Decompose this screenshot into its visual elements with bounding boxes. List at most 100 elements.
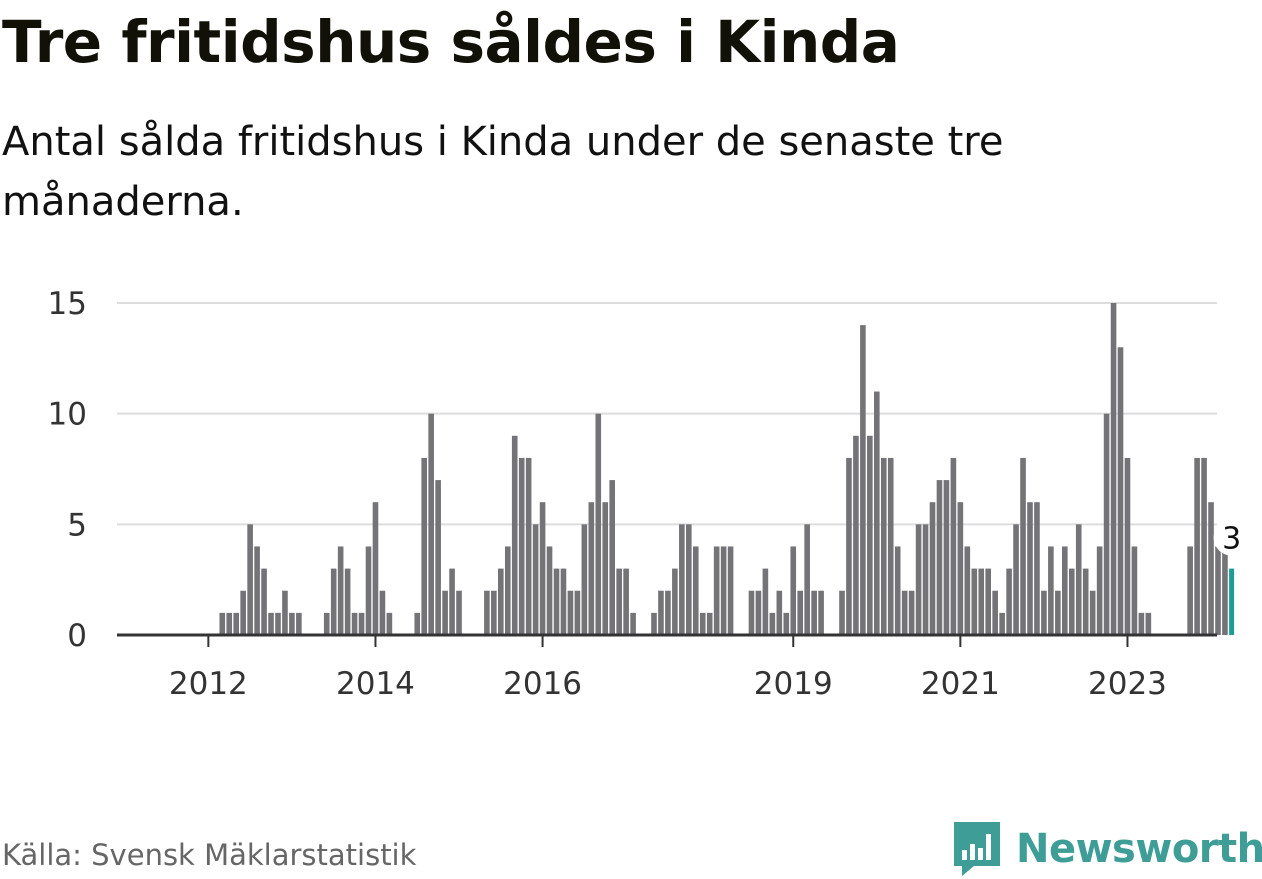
bar-latest <box>1229 568 1235 635</box>
bar <box>602 502 609 635</box>
bar <box>1215 546 1221 635</box>
bar <box>1124 457 1131 635</box>
bar <box>860 325 866 635</box>
bar <box>525 457 532 635</box>
bar <box>518 457 525 635</box>
bar <box>936 480 943 635</box>
bar <box>219 612 226 635</box>
bar <box>1041 590 1047 635</box>
bar <box>887 457 894 635</box>
bar <box>240 590 246 635</box>
bar <box>1117 347 1124 635</box>
x-tick-label: 2019 <box>754 666 833 702</box>
y-tick-label: 10 <box>48 397 87 433</box>
bar <box>915 524 922 635</box>
axes <box>117 633 1217 647</box>
bar <box>421 457 428 635</box>
bar <box>428 413 434 635</box>
bar <box>539 502 546 635</box>
bar <box>880 457 887 635</box>
bar <box>289 612 295 635</box>
bar <box>992 590 998 635</box>
bar <box>978 568 985 635</box>
bar <box>658 590 664 635</box>
bar <box>999 612 1005 635</box>
bar <box>783 612 790 635</box>
bar <box>839 590 845 635</box>
value-label-halo <box>1213 519 1250 556</box>
bar <box>491 590 497 635</box>
bar <box>1082 568 1089 635</box>
bar <box>609 480 616 635</box>
bar <box>713 546 720 635</box>
bar <box>811 590 817 635</box>
bar <box>727 546 734 635</box>
bar <box>630 612 636 635</box>
bar <box>323 612 330 635</box>
bar <box>894 546 901 635</box>
bar <box>790 546 797 635</box>
bar <box>762 568 769 635</box>
x-tick-label: 2021 <box>921 666 1000 702</box>
y-tick-label: 15 <box>48 286 87 322</box>
bar-chart-speech-bubble-icon <box>954 822 1000 876</box>
bar <box>372 502 379 635</box>
bar <box>755 590 762 635</box>
bar <box>351 612 358 635</box>
y-tick-label: 0 <box>67 618 87 654</box>
bar <box>1089 590 1096 635</box>
chart-title: Tre fritidshus såldes i Kinda <box>2 8 900 76</box>
bar <box>344 568 351 635</box>
bar <box>1075 524 1082 635</box>
bar <box>818 590 824 635</box>
bar <box>1096 546 1103 635</box>
bar <box>1034 502 1040 635</box>
bar <box>567 590 574 635</box>
bar <box>1062 546 1068 635</box>
bar <box>616 568 622 635</box>
bar <box>748 590 755 635</box>
latest-value-label: 3 <box>1222 522 1241 557</box>
bar <box>1138 612 1145 635</box>
bar <box>853 435 859 635</box>
bar <box>560 568 567 635</box>
bar <box>337 546 344 635</box>
bar <box>435 480 441 635</box>
bar <box>964 546 971 635</box>
source-note: Källa: Svensk Mäklarstatistik <box>2 838 417 872</box>
bar <box>623 568 629 635</box>
bar <box>226 612 233 635</box>
gridlines <box>117 302 1217 526</box>
bar <box>692 546 699 635</box>
bar <box>546 546 553 635</box>
x-tick-label: 2014 <box>336 666 415 702</box>
bar <box>665 590 671 635</box>
bar <box>358 612 365 635</box>
bar <box>901 590 908 635</box>
bar <box>268 612 274 635</box>
bar <box>1013 524 1019 635</box>
bars <box>219 303 1235 635</box>
bar <box>950 457 957 635</box>
bar <box>282 590 288 635</box>
bar <box>553 568 560 635</box>
bar <box>595 413 602 635</box>
bar <box>1068 568 1075 635</box>
labels: 0 5 10 15 2012 2014 2016 2019 2021 2023 3 <box>48 286 1250 702</box>
brand-name: Newsworthy <box>1016 826 1262 872</box>
bar <box>957 502 964 635</box>
bar <box>1201 457 1207 635</box>
y-tick-label: 5 <box>67 507 87 543</box>
bar <box>386 612 393 635</box>
bar <box>929 502 936 635</box>
bar <box>651 612 657 635</box>
bar <box>1222 546 1228 635</box>
bar <box>699 612 706 635</box>
bar <box>679 524 685 635</box>
bar <box>874 391 880 635</box>
bar <box>456 590 462 635</box>
bar <box>414 612 421 635</box>
bar <box>720 546 727 635</box>
bar <box>574 590 581 635</box>
